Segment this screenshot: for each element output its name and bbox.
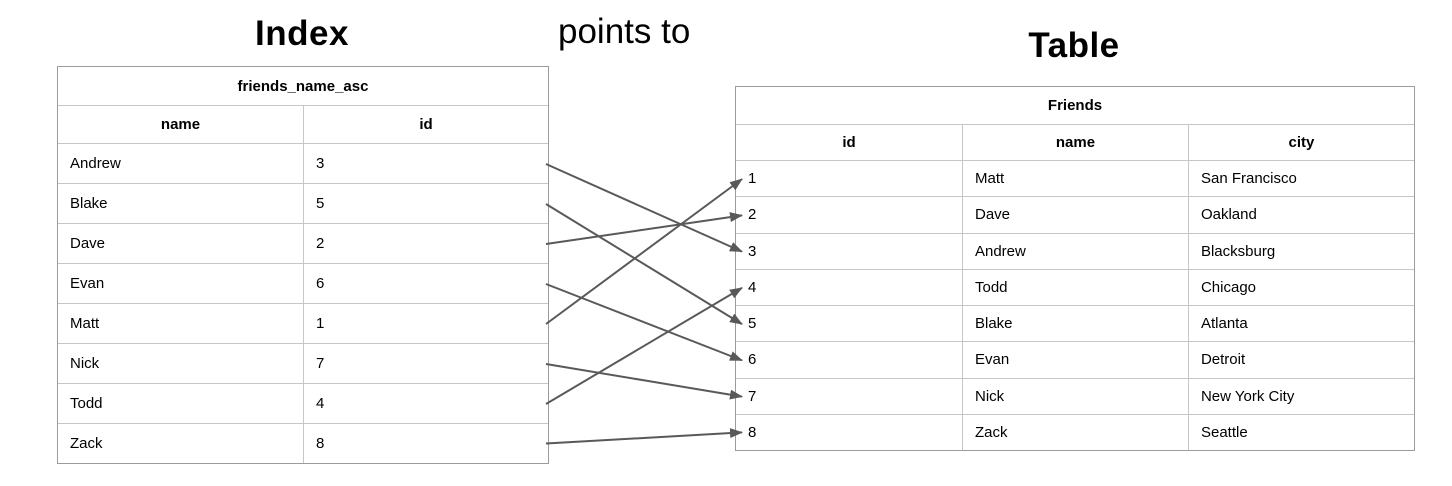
- friends_table-cell-name: Andrew: [961, 233, 1188, 269]
- friends_table-cell-id: 8: [748, 423, 757, 441]
- index_table-cell-name: Matt: [70, 315, 100, 332]
- friends_table-header-id: id: [842, 134, 856, 151]
- index-table-name: friends_name_asc: [58, 67, 548, 106]
- index_table-cell-name: Todd: [70, 395, 103, 412]
- friends_table-cell-name: Dave: [961, 197, 1188, 233]
- friends_table-cell-city: Detroit: [1187, 342, 1414, 378]
- index_table-cell-name: Andrew: [70, 155, 121, 172]
- friends_table-row: 8 Zack Seattle: [736, 414, 1414, 450]
- index_table-cell-id: 3: [303, 144, 548, 183]
- friends-table: Friends id name city 1 Matt San Francisco 2 Da…: [735, 86, 1415, 451]
- index-table: friends_name_asc name id Andrew 3 Blake 5 Dav…: [57, 66, 549, 464]
- friends_table-cell-name: Blake: [961, 306, 1188, 342]
- index-pointer-arrow: [545, 287, 743, 405]
- index-pointer-arrow: [545, 283, 743, 362]
- friends_table-cell-city: New York City: [1187, 378, 1414, 414]
- friends_table-cell-id: 3: [748, 242, 757, 260]
- friends_table-cell-city: Oakland: [1187, 197, 1414, 233]
- index_table-row: Zack 8: [58, 424, 548, 463]
- index_table-row: Evan 6: [58, 264, 548, 304]
- friends_table-cell-id: 2: [748, 206, 757, 224]
- friends_table-row: 6 Evan Detroit: [736, 342, 1414, 379]
- friends_table-cell-name: Zack: [961, 414, 1188, 450]
- index_table-cell-name: Blake: [70, 195, 108, 212]
- index_table-cell-id: 8: [303, 424, 548, 463]
- index-pointer-arrow: [545, 363, 743, 400]
- friends_table-header-city: city: [1187, 125, 1414, 160]
- index-pointer-arrow: [545, 163, 743, 253]
- index_table-cell-id: 4: [303, 384, 548, 423]
- index_table-row: Dave 2: [58, 224, 548, 264]
- index_table-cell-id: 7: [303, 344, 548, 383]
- friends_table-row: 5 Blake Atlanta: [736, 306, 1414, 343]
- friends-table-header: id name city: [736, 125, 1414, 161]
- friends_table-cell-city: Chicago: [1187, 269, 1414, 305]
- index_table-cell-name: Evan: [70, 275, 105, 292]
- index_table-cell-id: 2: [303, 224, 548, 263]
- friends_table-cell-id: 7: [748, 387, 757, 405]
- index_table-cell-name: Zack: [70, 435, 103, 452]
- friends_table-cell-city: Atlanta: [1187, 306, 1414, 342]
- friends_table-cell-name: Nick: [961, 378, 1188, 414]
- index_table-cell-id: 5: [303, 184, 548, 223]
- friends_table-row: 2 Dave Oakland: [736, 197, 1414, 234]
- friends_table-cell-name: Evan: [961, 342, 1188, 378]
- friends_table-cell-name: Matt: [961, 161, 1188, 197]
- friends_table-row: 3 Andrew Blacksburg: [736, 233, 1414, 270]
- table-title: Table: [1028, 26, 1120, 65]
- friends_table-cell-id: 4: [748, 278, 757, 296]
- friends-table-body: 1 Matt San Francisco 2 Dave Oakland 3 Andrew Bla…: [736, 161, 1414, 450]
- index_table-cell-name: Dave: [70, 235, 106, 252]
- friends_table-row: 1 Matt San Francisco: [736, 161, 1414, 198]
- index_table-row: Todd 4: [58, 384, 548, 424]
- friends_table-header-name: name: [961, 125, 1188, 160]
- friends_table-cell-id: 5: [748, 315, 757, 333]
- index_table-row: Matt 1: [58, 304, 548, 344]
- index-pointer-arrow: [545, 203, 743, 325]
- index-pointer-arrow: [545, 428, 743, 445]
- index_table-cell-id: 1: [303, 304, 548, 343]
- index_table-cell-id: 6: [303, 264, 548, 303]
- friends_table-cell-id: 1: [748, 170, 757, 188]
- index_table-row: Blake 5: [58, 184, 548, 224]
- index-title: Index: [255, 14, 349, 53]
- friends_table-cell-city: Seattle: [1187, 414, 1414, 450]
- index_table-row: Nick 7: [58, 344, 548, 384]
- index_table-header-id: id: [303, 106, 548, 143]
- friends_table-cell-name: Todd: [961, 269, 1188, 305]
- friends_table-cell-city: San Francisco: [1187, 161, 1414, 197]
- points-to-label: points to: [558, 12, 691, 51]
- index_table-header-name: name: [160, 116, 201, 133]
- friends_table-row: 4 Todd Chicago: [736, 269, 1414, 306]
- friends_table-cell-city: Blacksburg: [1187, 233, 1414, 269]
- index-table-body: Andrew 3 Blake 5 Dave 2 Evan 6 Matt 1 Nick 7 Todd 4 Za…: [58, 144, 548, 463]
- index-table-header: name id: [58, 106, 548, 144]
- index_table-cell-name: Nick: [70, 355, 100, 372]
- friends-table-name: Friends: [736, 87, 1414, 125]
- friends_table-cell-id: 6: [748, 351, 757, 369]
- friends_table-row: 7 Nick New York City: [736, 378, 1414, 415]
- index-pointer-arrow: [545, 178, 743, 325]
- index-pointer-arrow: [545, 212, 743, 245]
- index_table-row: Andrew 3: [58, 144, 548, 184]
